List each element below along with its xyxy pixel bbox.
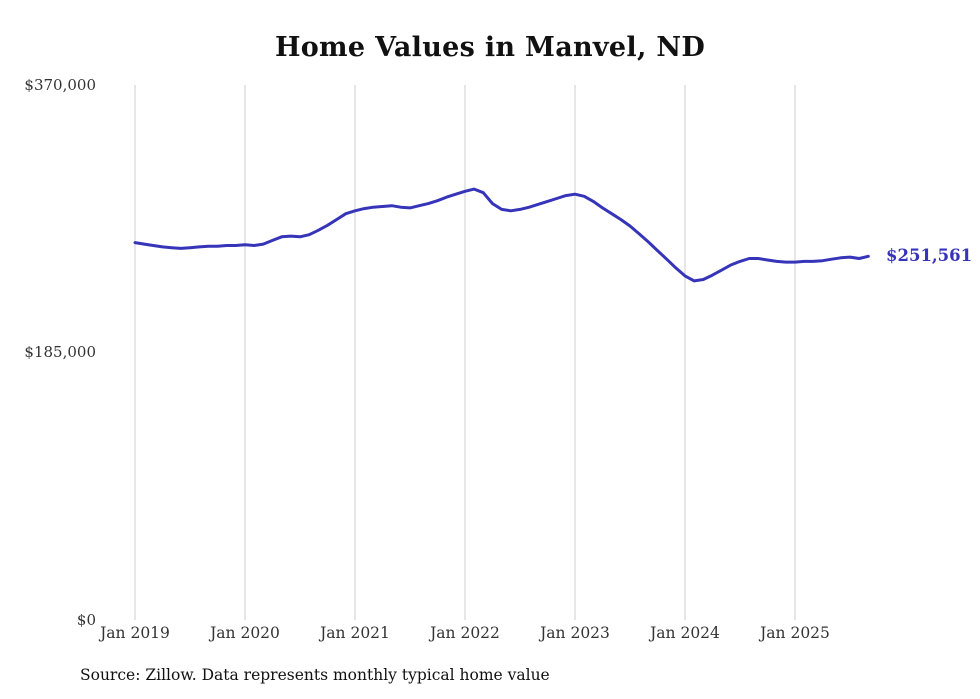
- y-axis-tick-370000: $370,000: [24, 76, 96, 94]
- x-axis-tick-jan-2025: Jan 2025: [760, 624, 830, 642]
- x-axis-tick-jan-2020: Jan 2020: [210, 624, 280, 642]
- x-axis-tick-jan-2021: Jan 2021: [320, 624, 390, 642]
- latest-value-label: $251,561: [886, 246, 973, 266]
- x-axis-tick-jan-2023: Jan 2023: [540, 624, 610, 642]
- source-note: Source: Zillow. Data represents monthly …: [80, 666, 550, 684]
- page-title: Home Values in Manvel, ND: [274, 32, 706, 63]
- home-value-line: [133, 187, 870, 283]
- x-axis-tick-jan-2019: Jan 2019: [100, 624, 170, 642]
- x-axis-tick-jan-2022: Jan 2022: [430, 624, 500, 642]
- vertical-gridlines: [134, 85, 796, 620]
- y-axis-tick-185000: $185,000: [24, 343, 96, 361]
- y-axis-tick-0: $0: [76, 611, 96, 629]
- x-axis-tick-jan-2024: Jan 2024: [650, 624, 720, 642]
